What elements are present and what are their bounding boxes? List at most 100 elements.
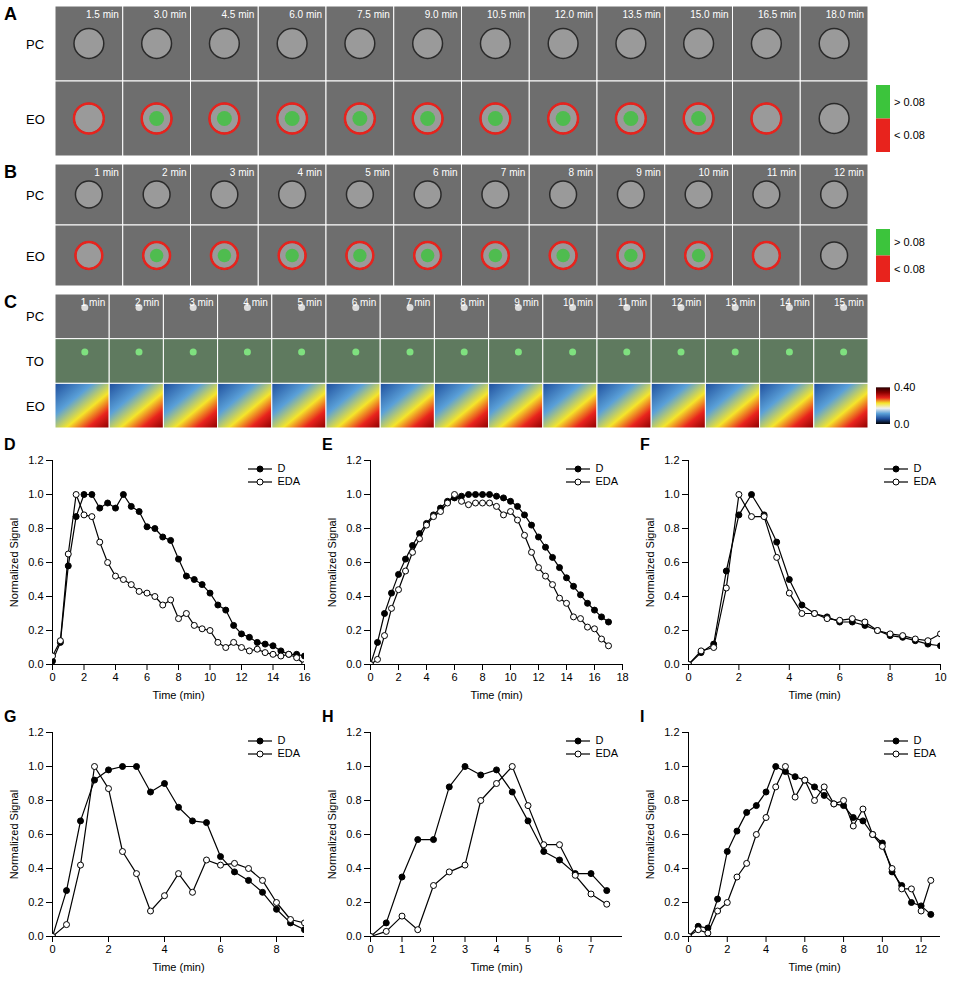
svg-text:6 min: 6 min	[433, 167, 457, 178]
svg-text:Normalized Signal: Normalized Signal	[326, 518, 338, 607]
svg-text:0.2: 0.2	[28, 624, 43, 636]
svg-text:7.5 min: 7.5 min	[357, 9, 390, 20]
svg-text:0.4: 0.4	[346, 590, 361, 602]
svg-text:10: 10	[934, 671, 946, 683]
svg-text:0.8: 0.8	[346, 522, 361, 534]
svg-text:EO: EO	[26, 112, 45, 127]
svg-text:0.6: 0.6	[346, 556, 361, 568]
svg-text:Time (min): Time (min)	[152, 689, 204, 701]
svg-text:3 min: 3 min	[189, 297, 213, 308]
svg-text:7 min: 7 min	[406, 297, 430, 308]
svg-text:0.8: 0.8	[346, 794, 361, 806]
svg-text:3: 3	[462, 943, 468, 955]
svg-text:0.8: 0.8	[664, 794, 679, 806]
svg-text:EO: EO	[26, 249, 45, 264]
svg-text:5 min: 5 min	[365, 167, 389, 178]
svg-text:0.2: 0.2	[346, 896, 361, 908]
svg-text:2: 2	[736, 671, 742, 683]
svg-text:4: 4	[763, 943, 769, 955]
svg-text:1.2: 1.2	[346, 726, 361, 738]
svg-text:6: 6	[451, 671, 457, 683]
svg-text:4: 4	[786, 671, 792, 683]
svg-text:A: A	[4, 4, 17, 24]
svg-text:6: 6	[837, 671, 843, 683]
svg-text:1.2: 1.2	[28, 454, 43, 466]
svg-text:3.0 min: 3.0 min	[154, 9, 187, 20]
svg-text:12: 12	[532, 671, 544, 683]
svg-text:0.4: 0.4	[664, 590, 679, 602]
svg-text:10: 10	[876, 943, 888, 955]
svg-text:6: 6	[556, 943, 562, 955]
svg-text:0: 0	[685, 943, 691, 955]
svg-text:5: 5	[525, 943, 531, 955]
svg-text:4 min: 4 min	[298, 167, 322, 178]
svg-text:8: 8	[273, 943, 279, 955]
svg-text:0.6: 0.6	[28, 828, 43, 840]
svg-text:8: 8	[887, 671, 893, 683]
svg-text:5 min: 5 min	[298, 297, 322, 308]
svg-text:2: 2	[430, 943, 436, 955]
svg-text:11 min: 11 min	[618, 297, 647, 308]
svg-text:13.5 min: 13.5 min	[622, 9, 660, 20]
svg-text:11 min: 11 min	[767, 167, 796, 178]
svg-text:Time (min): Time (min)	[470, 689, 522, 701]
svg-text:0: 0	[49, 943, 55, 955]
svg-text:> 0.08: > 0.08	[894, 236, 925, 248]
svg-text:8 min: 8 min	[569, 167, 593, 178]
svg-text:Normalized Signal: Normalized Signal	[8, 518, 20, 607]
svg-text:12.0 min: 12.0 min	[555, 9, 593, 20]
svg-text:0.6: 0.6	[664, 556, 679, 568]
svg-text:0.0: 0.0	[346, 658, 361, 670]
svg-text:0.2: 0.2	[664, 896, 679, 908]
svg-text:< 0.08: < 0.08	[894, 263, 925, 275]
svg-text:0: 0	[367, 943, 373, 955]
svg-text:C: C	[4, 292, 17, 312]
svg-text:14 min: 14 min	[780, 297, 810, 308]
svg-text:Normalized Signal: Normalized Signal	[644, 518, 656, 607]
svg-text:1 min: 1 min	[81, 297, 105, 308]
svg-text:0.8: 0.8	[664, 522, 679, 534]
svg-text:12: 12	[235, 671, 247, 683]
svg-text:1.0: 1.0	[28, 488, 43, 500]
svg-text:6.0 min: 6.0 min	[289, 9, 322, 20]
svg-text:4: 4	[161, 943, 167, 955]
svg-text:10 min: 10 min	[563, 297, 593, 308]
svg-text:2: 2	[81, 671, 87, 683]
svg-text:4.5 min: 4.5 min	[221, 9, 254, 20]
svg-text:0.2: 0.2	[664, 624, 679, 636]
svg-text:1.2: 1.2	[28, 726, 43, 738]
svg-text:12: 12	[915, 943, 927, 955]
svg-text:0.8: 0.8	[28, 794, 43, 806]
svg-text:1.5 min: 1.5 min	[86, 9, 119, 20]
svg-text:10: 10	[504, 671, 516, 683]
svg-text:10 min: 10 min	[698, 167, 728, 178]
svg-text:0.4: 0.4	[28, 590, 43, 602]
svg-text:2 min: 2 min	[162, 167, 186, 178]
svg-text:16: 16	[298, 671, 310, 683]
svg-text:12 min: 12 min	[834, 167, 864, 178]
svg-text:1.0: 1.0	[28, 760, 43, 772]
svg-text:9 min: 9 min	[636, 167, 660, 178]
svg-text:0: 0	[49, 671, 55, 683]
svg-text:4: 4	[112, 671, 118, 683]
svg-text:0.4: 0.4	[664, 862, 679, 874]
svg-text:EO: EO	[26, 399, 45, 414]
svg-text:16: 16	[588, 671, 600, 683]
svg-text:9.0 min: 9.0 min	[425, 9, 458, 20]
svg-text:0.6: 0.6	[664, 828, 679, 840]
svg-text:PC: PC	[26, 309, 44, 324]
svg-text:4 min: 4 min	[243, 297, 267, 308]
svg-text:0.0: 0.0	[894, 418, 909, 430]
svg-text:0.6: 0.6	[28, 556, 43, 568]
svg-text:Time (min): Time (min)	[788, 689, 840, 701]
svg-text:6: 6	[802, 943, 808, 955]
svg-text:PC: PC	[26, 37, 44, 52]
svg-text:2 min: 2 min	[135, 297, 159, 308]
svg-text:Normalized Signal: Normalized Signal	[326, 790, 338, 879]
svg-text:8: 8	[479, 671, 485, 683]
svg-text:8: 8	[841, 943, 847, 955]
svg-text:2: 2	[105, 943, 111, 955]
svg-text:0.0: 0.0	[664, 930, 679, 942]
svg-text:16.5 min: 16.5 min	[758, 9, 796, 20]
svg-text:< 0.08: < 0.08	[894, 129, 925, 141]
